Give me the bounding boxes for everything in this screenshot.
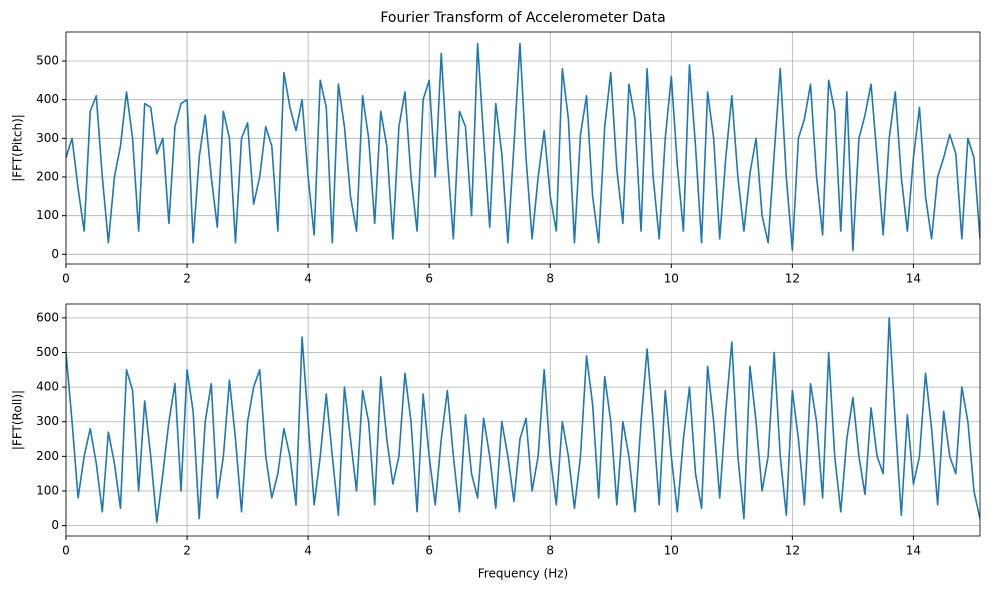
axes-frame bbox=[65, 303, 981, 537]
x-tick-label: 6 bbox=[425, 272, 433, 286]
plot-area bbox=[66, 42, 980, 252]
plot-area bbox=[66, 317, 980, 523]
y-tick-label: 500 bbox=[36, 345, 59, 359]
x-tick-label: 8 bbox=[546, 544, 554, 558]
y-tick-label: 100 bbox=[36, 483, 59, 497]
x-tick-label: 12 bbox=[785, 544, 800, 558]
x-tick-label: 0 bbox=[62, 272, 70, 286]
y-tick-label: 300 bbox=[36, 131, 59, 145]
x-tick-label: 4 bbox=[304, 544, 312, 558]
y-tick-label: 200 bbox=[36, 449, 59, 463]
x-tick-label: 4 bbox=[304, 272, 312, 286]
y-axis-label: |FFT(Roll)| bbox=[11, 390, 25, 450]
axes-frame bbox=[65, 31, 981, 265]
y-tick-label: 100 bbox=[36, 208, 59, 222]
y-tick-label: 500 bbox=[36, 54, 59, 68]
x-tick-label: 0 bbox=[62, 544, 70, 558]
x-axis-label: Frequency (Hz) bbox=[478, 567, 569, 581]
x-tick-label: 6 bbox=[425, 544, 433, 558]
y-tick-label: 0 bbox=[51, 247, 59, 261]
x-tick-label: 10 bbox=[664, 544, 679, 558]
y-tick-label: 600 bbox=[36, 310, 59, 324]
x-tick-label: 2 bbox=[183, 544, 191, 558]
x-tick-label: 12 bbox=[785, 272, 800, 286]
x-tick-label: 8 bbox=[546, 272, 554, 286]
y-tick-label: 200 bbox=[36, 170, 59, 184]
x-tick-label: 14 bbox=[906, 272, 921, 286]
x-tick-label: 14 bbox=[906, 544, 921, 558]
y-tick-label: 300 bbox=[36, 414, 59, 428]
y-tick-label: 0 bbox=[51, 518, 59, 532]
x-tick-label: 10 bbox=[664, 272, 679, 286]
y-axis-label: |FFT(Pitch)| bbox=[11, 114, 25, 182]
data-line bbox=[66, 317, 980, 523]
data-line bbox=[66, 42, 980, 252]
chart-title: Fourier Transform of Accelerometer Data bbox=[380, 10, 665, 26]
y-tick-label: 400 bbox=[36, 92, 59, 106]
x-tick-label: 2 bbox=[183, 272, 191, 286]
y-tick-label: 400 bbox=[36, 380, 59, 394]
